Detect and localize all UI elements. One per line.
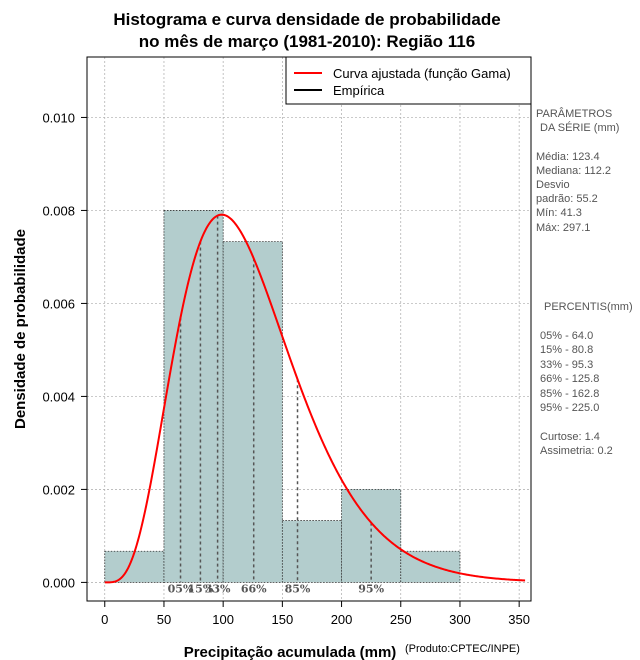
fitted-curve xyxy=(104,213,526,584)
percentile-line: 66% - 125.8 xyxy=(540,373,599,385)
y-tick-label: 0.006 xyxy=(42,296,75,311)
percentile-lines xyxy=(179,215,372,583)
percentile-line: 85% - 162.8 xyxy=(540,388,599,400)
percentile-line: 95% - 225.0 xyxy=(540,402,599,414)
x-tick-label: 250 xyxy=(390,612,412,627)
y-tick-label: 0.004 xyxy=(42,389,75,404)
legend-box xyxy=(285,56,532,105)
param-line: Máx: 297.1 xyxy=(536,222,590,234)
y-tick-label: 0.008 xyxy=(42,203,75,218)
percentile-label: 85% xyxy=(285,582,311,595)
percentile-line: 05% - 64.0 xyxy=(540,330,593,342)
histogram-bar xyxy=(163,210,224,583)
y-tick-label: 0.000 xyxy=(42,575,75,590)
param-line: padrão: 55.2 xyxy=(536,193,598,205)
percentile-label: 15% xyxy=(188,582,214,595)
side-panel: PARÂMETROS DA SÉRIE (mm) Média: 123.4 Me… xyxy=(536,107,633,457)
y-tick-label: 0.010 xyxy=(42,110,75,125)
x-tick-label: 150 xyxy=(272,612,294,627)
grid-lines xyxy=(87,57,531,601)
x-axis: 0 50 100 150 200 250 300 350 xyxy=(101,600,530,627)
product-credit: (Produto:CPTEC/INPE) xyxy=(405,643,520,655)
chart-subtitle: no mês de março (1981-2010): Região 116 xyxy=(139,32,475,51)
percentile-label: 33% xyxy=(205,582,231,595)
param-line: Mediana: 112.2 xyxy=(536,165,611,177)
percentile-label: 66% xyxy=(241,582,267,595)
param-line: Desvio xyxy=(536,179,570,191)
y-axis-label: Densidade de probabilidade xyxy=(12,229,29,429)
histogram-bar xyxy=(222,241,283,583)
x-tick-label: 200 xyxy=(331,612,353,627)
params-title-1: PARÂMETROS xyxy=(536,107,612,120)
percentis-title: PERCENTIS(mm) xyxy=(544,301,633,313)
percentile-line: 33% - 95.3 xyxy=(540,359,593,371)
y-tick-label: 0.002 xyxy=(42,482,75,497)
x-tick-label: 100 xyxy=(212,612,234,627)
percentile-labels: 05%15%33% 66% 85% 95% xyxy=(168,582,385,595)
x-tick-label: 0 xyxy=(101,612,108,627)
percentile-label: 95% xyxy=(358,582,384,595)
x-tick-label: 50 xyxy=(157,612,171,627)
y-axis: 0.000 0.002 0.004 0.006 0.008 0.010 xyxy=(42,110,87,590)
legend-empirical-label: Empírica xyxy=(333,83,385,98)
histogram-bar xyxy=(104,550,165,583)
histogram-bar xyxy=(281,520,342,583)
chart-title: Histograma e curva densidade de probabil… xyxy=(113,10,500,29)
param-line: Média: 123.4 xyxy=(536,151,600,163)
param-line: Mín: 41.3 xyxy=(536,207,582,219)
legend: Curva ajustada (função Gama) Empírica xyxy=(285,56,532,105)
histogram-bars xyxy=(104,210,461,583)
x-tick-label: 300 xyxy=(449,612,471,627)
stat-line: Assimetria: 0.2 xyxy=(540,445,613,457)
percentile-label: 05% xyxy=(168,582,194,595)
params-title-2: DA SÉRIE (mm) xyxy=(540,121,619,134)
plot-frame xyxy=(86,56,532,602)
legend-curve-label: Curva ajustada (função Gama) xyxy=(333,66,511,81)
percentile-line: 15% - 80.8 xyxy=(540,344,593,356)
x-axis-label: Precipitação acumulada (mm) xyxy=(184,644,397,660)
stat-line: Curtose: 1.4 xyxy=(540,431,600,443)
fitted-curve-layer xyxy=(104,213,526,584)
x-tick-label: 350 xyxy=(508,612,530,627)
